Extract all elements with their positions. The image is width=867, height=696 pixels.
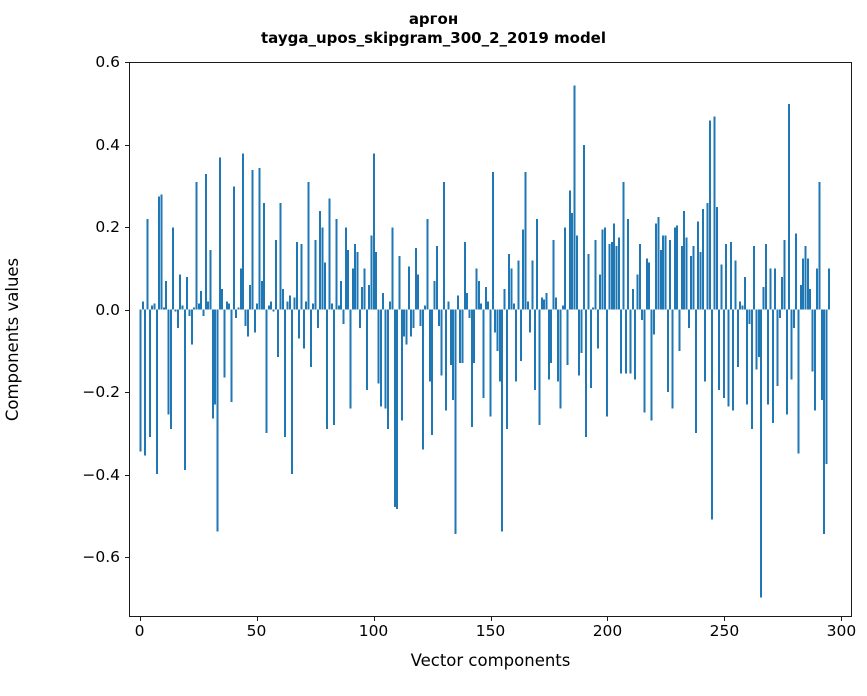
y-tick-label: 0.6 (95, 53, 120, 71)
y-tick-mark (125, 62, 129, 63)
x-tick-mark (490, 617, 492, 621)
x-axis-tick-marks (129, 617, 852, 625)
x-tick-label: 100 (358, 622, 389, 640)
x-tick-label: 200 (592, 622, 623, 640)
chart-title-word: аргон (408, 10, 459, 28)
x-tick-mark (373, 617, 375, 621)
y-tick-mark (125, 392, 129, 394)
y-tick-label: −0.2 (82, 383, 120, 402)
x-tick-label: 300 (826, 622, 857, 640)
y-tick-mark (125, 309, 129, 311)
x-tick-mark (841, 617, 843, 621)
y-tick-mark (125, 227, 129, 229)
bar-series (139, 85, 830, 598)
chart-subtitle-model: tayga_upos_skipgram_300_2_2019 model (261, 29, 606, 47)
plot-area (130, 63, 851, 616)
x-tick-label: 250 (709, 622, 740, 640)
y-tick-label: 0.0 (95, 300, 120, 319)
y-tick-label: −0.4 (82, 465, 120, 484)
plot-axes-frame (129, 62, 852, 617)
x-tick-mark (139, 617, 141, 621)
y-tick-label: 0.4 (95, 135, 120, 154)
y-tick-label: −0.6 (82, 548, 120, 567)
y-tick-mark (125, 474, 129, 476)
y-tick-label: 0.2 (95, 218, 120, 237)
y-tick-mark (125, 144, 129, 146)
x-tick-label: 50 (246, 622, 267, 640)
x-axis-label: Vector components (410, 651, 571, 670)
x-tick-mark (724, 617, 726, 621)
x-tick-mark (256, 617, 258, 621)
y-axis-tick-marks (0, 62, 130, 617)
y-axis-tick-labels: −0.6 −0.4 −0.2 0.0 0.2 0.4 0.6 (48, 53, 120, 617)
chart-title: аргон tayga_upos_skipgram_300_2_2019 mod… (0, 10, 867, 48)
x-tick-label: 0 (134, 622, 145, 640)
x-axis-tick-labels: 0 50 100 150 200 250 300 (129, 622, 857, 646)
x-tick-label: 150 (475, 622, 506, 640)
y-axis-label: Components values (3, 257, 22, 422)
y-tick-mark (125, 557, 129, 559)
x-tick-mark (607, 617, 609, 621)
